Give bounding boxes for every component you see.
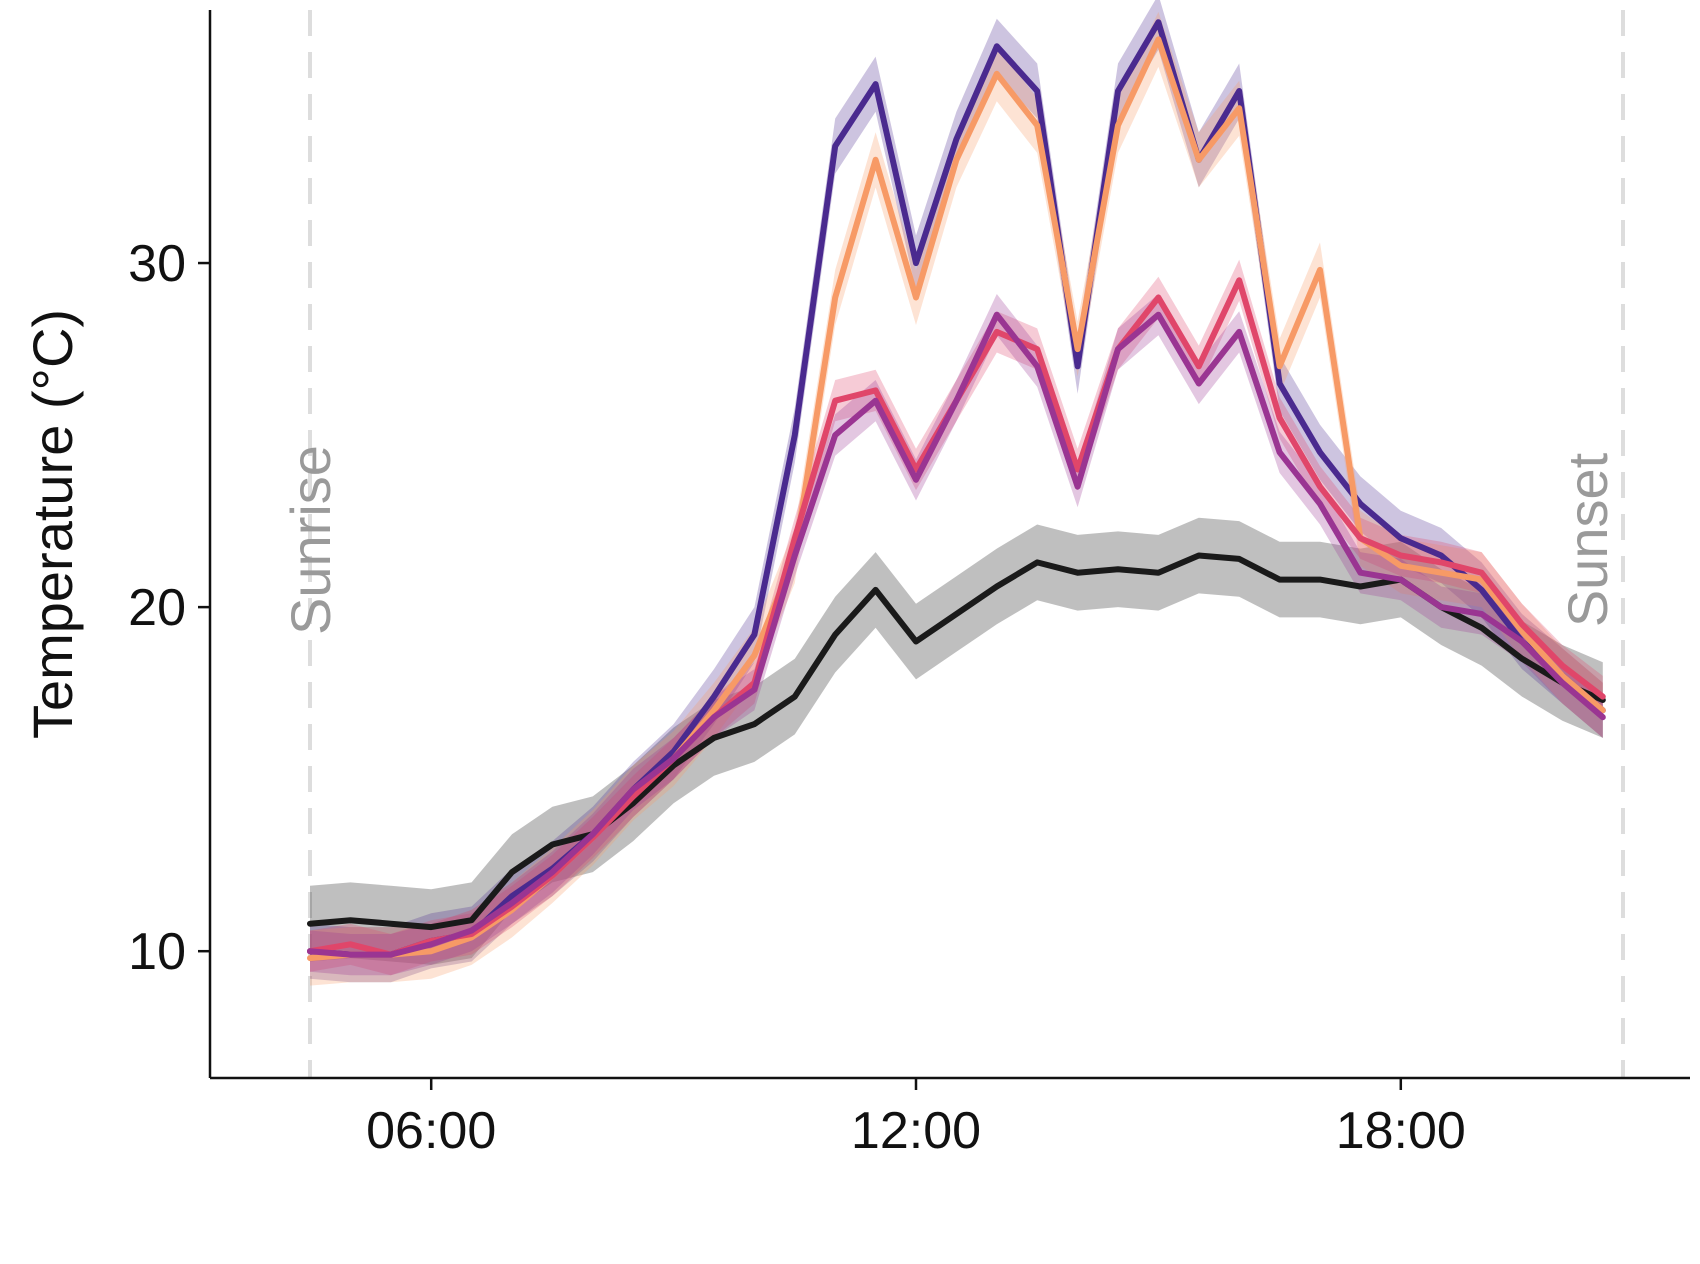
series-2-band [310, 0, 1603, 983]
y-tick-label: 30 [128, 235, 186, 293]
tick-labels: 06:00 12:00 18:00 10 20 30 [128, 235, 1466, 1160]
sunset-label: Sunset [1556, 452, 1619, 627]
series-2-line [307, 19, 1606, 958]
axes [198, 10, 1690, 1090]
x-tick-label: 18:00 [1336, 1102, 1466, 1160]
y-axis-title: Temperature (°C) [21, 309, 84, 739]
sunrise-label: Sunrise [279, 445, 342, 635]
series-lines [307, 19, 1606, 962]
series-1-line [307, 552, 1606, 931]
y-tick-label: 10 [128, 923, 186, 981]
x-tick-label: 06:00 [366, 1102, 496, 1160]
y-tick-label: 20 [128, 579, 186, 637]
event-markers: Sunrise Sunset [279, 10, 1625, 1078]
x-tick-label: 12:00 [851, 1102, 981, 1160]
series-1-band [310, 517, 1603, 965]
series-5-line [307, 311, 1606, 958]
